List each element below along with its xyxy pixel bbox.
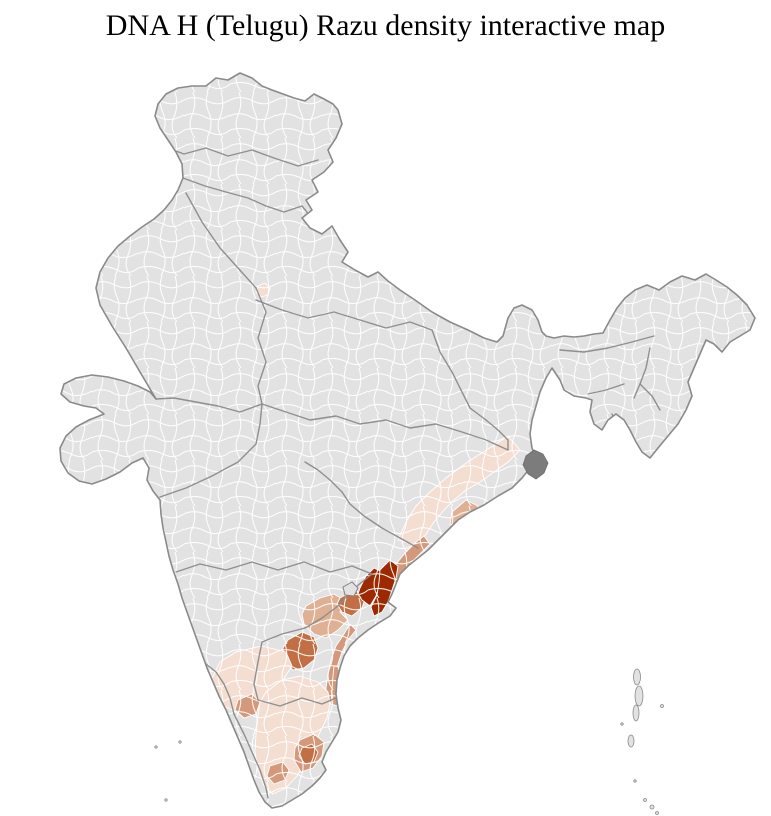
city-district-outline[interactable] [342, 581, 359, 597]
state-borders [155, 145, 661, 799]
district-borders [60, 73, 755, 808]
lakshadweep-islands[interactable] [154, 740, 182, 802]
andaman-nicobar-islands[interactable] [620, 668, 664, 815]
sundarbans-region[interactable] [522, 449, 549, 480]
page-title: DNA H (Telugu) Razu density interactive … [105, 9, 666, 42]
